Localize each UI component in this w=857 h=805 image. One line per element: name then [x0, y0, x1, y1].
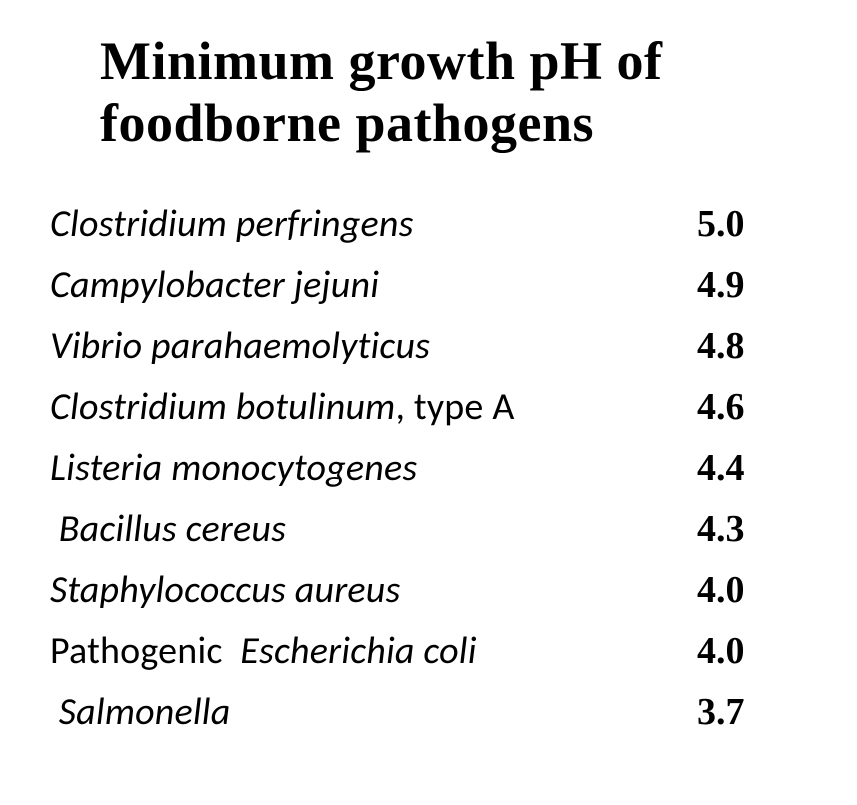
- title-line-2: foodborne pathogens: [100, 93, 594, 153]
- pathogen-label: Listeria monocytogenes: [50, 440, 417, 497]
- ph-value: 4.0: [697, 623, 797, 680]
- table-row: Salmonella 3.7: [50, 682, 797, 743]
- pathogen-label: Vibrio parahaemolyticus: [50, 318, 430, 375]
- ph-value: 4.4: [697, 440, 797, 497]
- ph-value: 4.8: [697, 318, 797, 375]
- pathogen-label: Clostridium perfringens: [50, 196, 414, 253]
- table-row: Clostridium perfringens 5.0: [50, 194, 797, 255]
- table-row: Bacillus cereus 4.3: [50, 499, 797, 560]
- table-row: Pathogenic Escherichia coli 4.0: [50, 621, 797, 682]
- table-row: Clostridium botulinum, type A 4.6: [50, 377, 797, 438]
- table-row: Campylobacter jejuni 4.9: [50, 255, 797, 316]
- page-title: Minimum growth pH of foodborne pathogens: [50, 30, 797, 154]
- table-container: Minimum growth pH of foodborne pathogens…: [0, 0, 857, 805]
- table-row: Vibrio parahaemolyticus 4.8: [50, 316, 797, 377]
- data-rows: Clostridium perfringens 5.0 Campylobacte…: [50, 194, 797, 743]
- pathogen-label: Salmonella: [50, 684, 230, 741]
- ph-value: 4.9: [697, 257, 797, 314]
- pathogen-label: Pathogenic Escherichia coli: [50, 623, 477, 680]
- table-row: Staphylococcus aureus 4.0: [50, 560, 797, 621]
- table-row: Listeria monocytogenes 4.4: [50, 438, 797, 499]
- ph-value: 4.0: [697, 562, 797, 619]
- pathogen-label: Staphylococcus aureus: [50, 562, 401, 619]
- title-line-1: Minimum growth pH of: [100, 31, 663, 91]
- pathogen-label: Bacillus cereus: [50, 501, 286, 558]
- ph-value: 5.0: [697, 196, 797, 253]
- ph-value: 3.7: [697, 684, 797, 741]
- pathogen-label: Clostridium botulinum, type A: [50, 379, 515, 436]
- ph-value: 4.3: [697, 501, 797, 558]
- ph-value: 4.6: [697, 379, 797, 436]
- pathogen-label: Campylobacter jejuni: [50, 257, 379, 314]
